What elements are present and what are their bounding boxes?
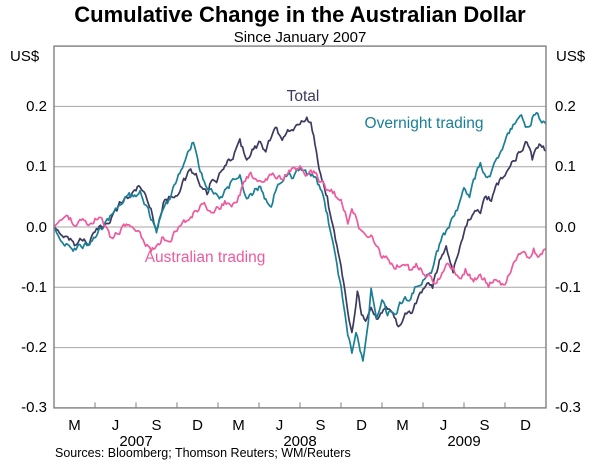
y-tick-label: 0.0	[555, 218, 576, 236]
x-year-label: 2008	[283, 433, 317, 450]
x-month-label: D	[356, 417, 367, 434]
y-tick-label: -0.3	[21, 399, 47, 417]
y-axis-unit-left: US$	[10, 48, 40, 65]
series-line-total	[54, 116, 546, 334]
series-line-overnight-trading	[54, 111, 546, 362]
series-label-overnight-trading: Overnight trading	[364, 115, 484, 132]
chart-subtitle: Since January 2007	[233, 29, 367, 46]
x-month-label: J	[439, 417, 448, 434]
x-month-label: M	[232, 417, 245, 434]
y-axis-unit-right: US$	[556, 48, 586, 65]
plot-frame	[53, 45, 547, 409]
y-tick-label: 0.0	[26, 218, 47, 236]
sources-note: Sources: Bloomberg; Thomson Reuters; WM/…	[55, 446, 351, 460]
x-month-label: S	[315, 417, 326, 434]
y-tick-label: -0.2	[555, 339, 581, 357]
x-month-label: D	[192, 417, 203, 434]
y-tick-label: -0.1	[21, 278, 47, 296]
y-tick-label: 0.2	[555, 97, 576, 115]
series-line-australian-trading	[54, 165, 546, 289]
series-label-australian-trading: Australian trading	[144, 249, 266, 266]
x-month-label: D	[520, 417, 531, 434]
y-tick-label: 0.2	[26, 97, 47, 115]
y-tick-label: 0.1	[555, 158, 576, 176]
x-month-label: M	[396, 417, 409, 434]
x-month-label: J	[275, 417, 284, 434]
x-month-label: S	[479, 417, 490, 434]
y-tick-label: -0.3	[555, 399, 581, 417]
x-year-label: 2007	[119, 433, 153, 450]
x-month-label: J	[111, 417, 120, 434]
y-tick-label: 0.1	[26, 158, 47, 176]
chart-title: Cumulative Change in the Australian Doll…	[74, 2, 526, 27]
x-month-label: M	[68, 417, 81, 434]
y-tick-label: -0.1	[555, 278, 581, 296]
y-tick-label: -0.2	[21, 339, 47, 357]
x-month-label: S	[151, 417, 162, 434]
x-year-label: 2009	[447, 433, 481, 450]
series-label-total: Total	[286, 88, 320, 105]
